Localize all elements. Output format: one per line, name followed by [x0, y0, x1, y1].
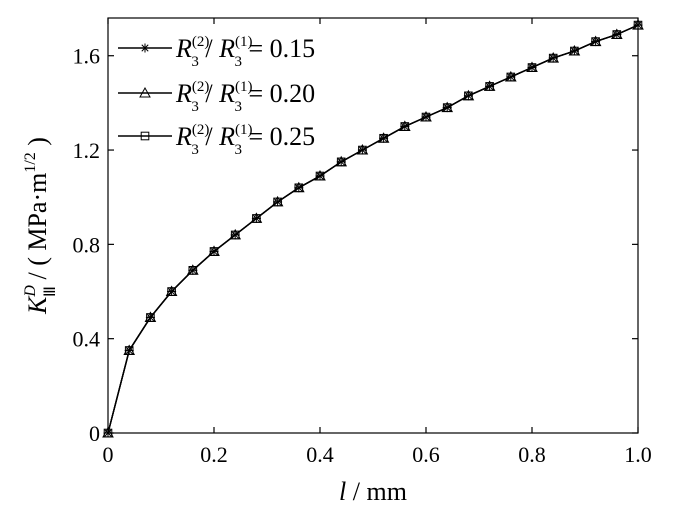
y-axis-sep: / (: [23, 251, 52, 286]
legend-label-part: (1): [235, 122, 253, 138]
y-tick-label: 1.2: [73, 138, 101, 163]
legend: R(2) 3 / R(1) 3 = 0.15R(2) 3 / R(1) 3 = 0.20…: [118, 34, 315, 158]
axis-ticks: 0 0.2 0.4 0.6 0.8 1.0 0 0.4 0.8 1.2 1.6: [73, 18, 652, 467]
data-point: [188, 266, 198, 275]
legend-label-part: /: [199, 122, 219, 151]
data-point: [103, 428, 113, 438]
legend-label-part: /: [199, 79, 219, 108]
legend-label-part: R: [218, 122, 235, 151]
legend-label-part: 3: [235, 142, 243, 158]
y-axis-label-text: KD Ⅲ / ( MPa·m1/2 ): [22, 137, 59, 315]
legend-label-part: (1): [235, 34, 253, 50]
data-point: [570, 46, 579, 56]
legend-label-part: 3: [235, 99, 243, 115]
data-point: [230, 230, 240, 240]
plot-frame: [107, 17, 639, 434]
data-point: [315, 171, 325, 181]
data-point: [612, 30, 622, 39]
legend-label: R(2) 3 / R(1) 3 = 0.20: [175, 79, 315, 115]
data-point: [591, 37, 600, 46]
data-point: [294, 183, 304, 193]
data-point: [400, 122, 410, 131]
data-point: [633, 20, 643, 30]
x-tick-label: 0.2: [200, 442, 228, 467]
legend-label-part: 3: [191, 99, 199, 115]
legend-label-part: = 0.20: [242, 79, 315, 108]
data-point: [379, 133, 388, 143]
data-point: [442, 103, 452, 112]
y-axis-unit-sup: 1/2: [22, 152, 39, 172]
y-tick-label: 0: [89, 421, 100, 446]
legend-label-part: (2): [192, 34, 210, 50]
series-square: [103, 20, 643, 438]
legend-label-part: = 0.25: [242, 122, 315, 151]
y-axis-var-sup: D: [22, 285, 39, 298]
data-point: [124, 346, 134, 355]
y-axis-var-sub: Ⅲ: [42, 286, 59, 297]
data-point: [548, 53, 558, 63]
data-point: [167, 287, 176, 296]
legend-entry: R(2) 3 / R(1) 3 = 0.15: [118, 34, 315, 70]
data-point: [358, 145, 367, 155]
x-tick-label: 0.8: [518, 442, 546, 467]
legend-label-part: R: [175, 34, 192, 63]
data-point: [209, 247, 219, 256]
y-axis-unit: MPa·m: [23, 173, 52, 251]
legend-marker: [140, 131, 150, 141]
data-point: [273, 197, 282, 207]
legend-label-part: 3: [191, 142, 199, 158]
legend-label-part: R: [175, 122, 192, 151]
series-layer: [102, 19, 644, 438]
y-axis-close: ): [23, 137, 52, 152]
legend-label-part: R: [218, 79, 235, 108]
data-point: [336, 157, 346, 167]
legend-label-part: = 0.15: [242, 34, 315, 63]
legend-entry: R(2) 3 / R(1) 3 = 0.20: [118, 79, 315, 115]
legend-marker: [139, 86, 151, 98]
x-axis-sep: /: [346, 477, 366, 506]
x-tick-label: 1.0: [624, 442, 652, 467]
legend-marker: [140, 43, 150, 53]
data-point: [506, 72, 516, 82]
legend-label-part: /: [199, 34, 219, 63]
x-axis-unit: mm: [367, 477, 407, 506]
legend-label-part: (1): [235, 79, 253, 95]
x-axis-label: l / mm: [339, 477, 407, 506]
legend-label-part: 3: [191, 54, 199, 70]
data-point: [421, 112, 431, 122]
legend-label-part: (2): [192, 79, 210, 95]
data-point: [485, 82, 494, 91]
y-tick-label: 1.6: [73, 44, 101, 69]
data-point: [252, 214, 261, 223]
data-point: [464, 91, 473, 101]
y-tick-label: 0.8: [73, 232, 101, 257]
x-tick-label: 0.6: [412, 442, 440, 467]
y-axis-var: K: [23, 295, 52, 315]
legend-label-part: R: [218, 34, 235, 63]
legend-label-part: (2): [192, 122, 210, 138]
y-tick-label: 0.4: [73, 327, 101, 352]
x-tick-label: 0: [103, 442, 114, 467]
legend-label-part: R: [175, 79, 192, 108]
legend-label: R(2) 3 / R(1) 3 = 0.25: [175, 122, 315, 158]
y-axis-label: KD Ⅲ / ( MPa·m1/2 ): [22, 137, 59, 315]
data-point: [146, 313, 155, 322]
x-tick-label: 0.4: [306, 442, 334, 467]
x-axis-var: l: [339, 477, 346, 506]
legend-entry: R(2) 3 / R(1) 3 = 0.25: [118, 122, 315, 158]
legend-label: R(2) 3 / R(1) 3 = 0.15: [175, 34, 315, 70]
legend-label-part: 3: [235, 54, 243, 70]
data-point: [527, 63, 537, 72]
